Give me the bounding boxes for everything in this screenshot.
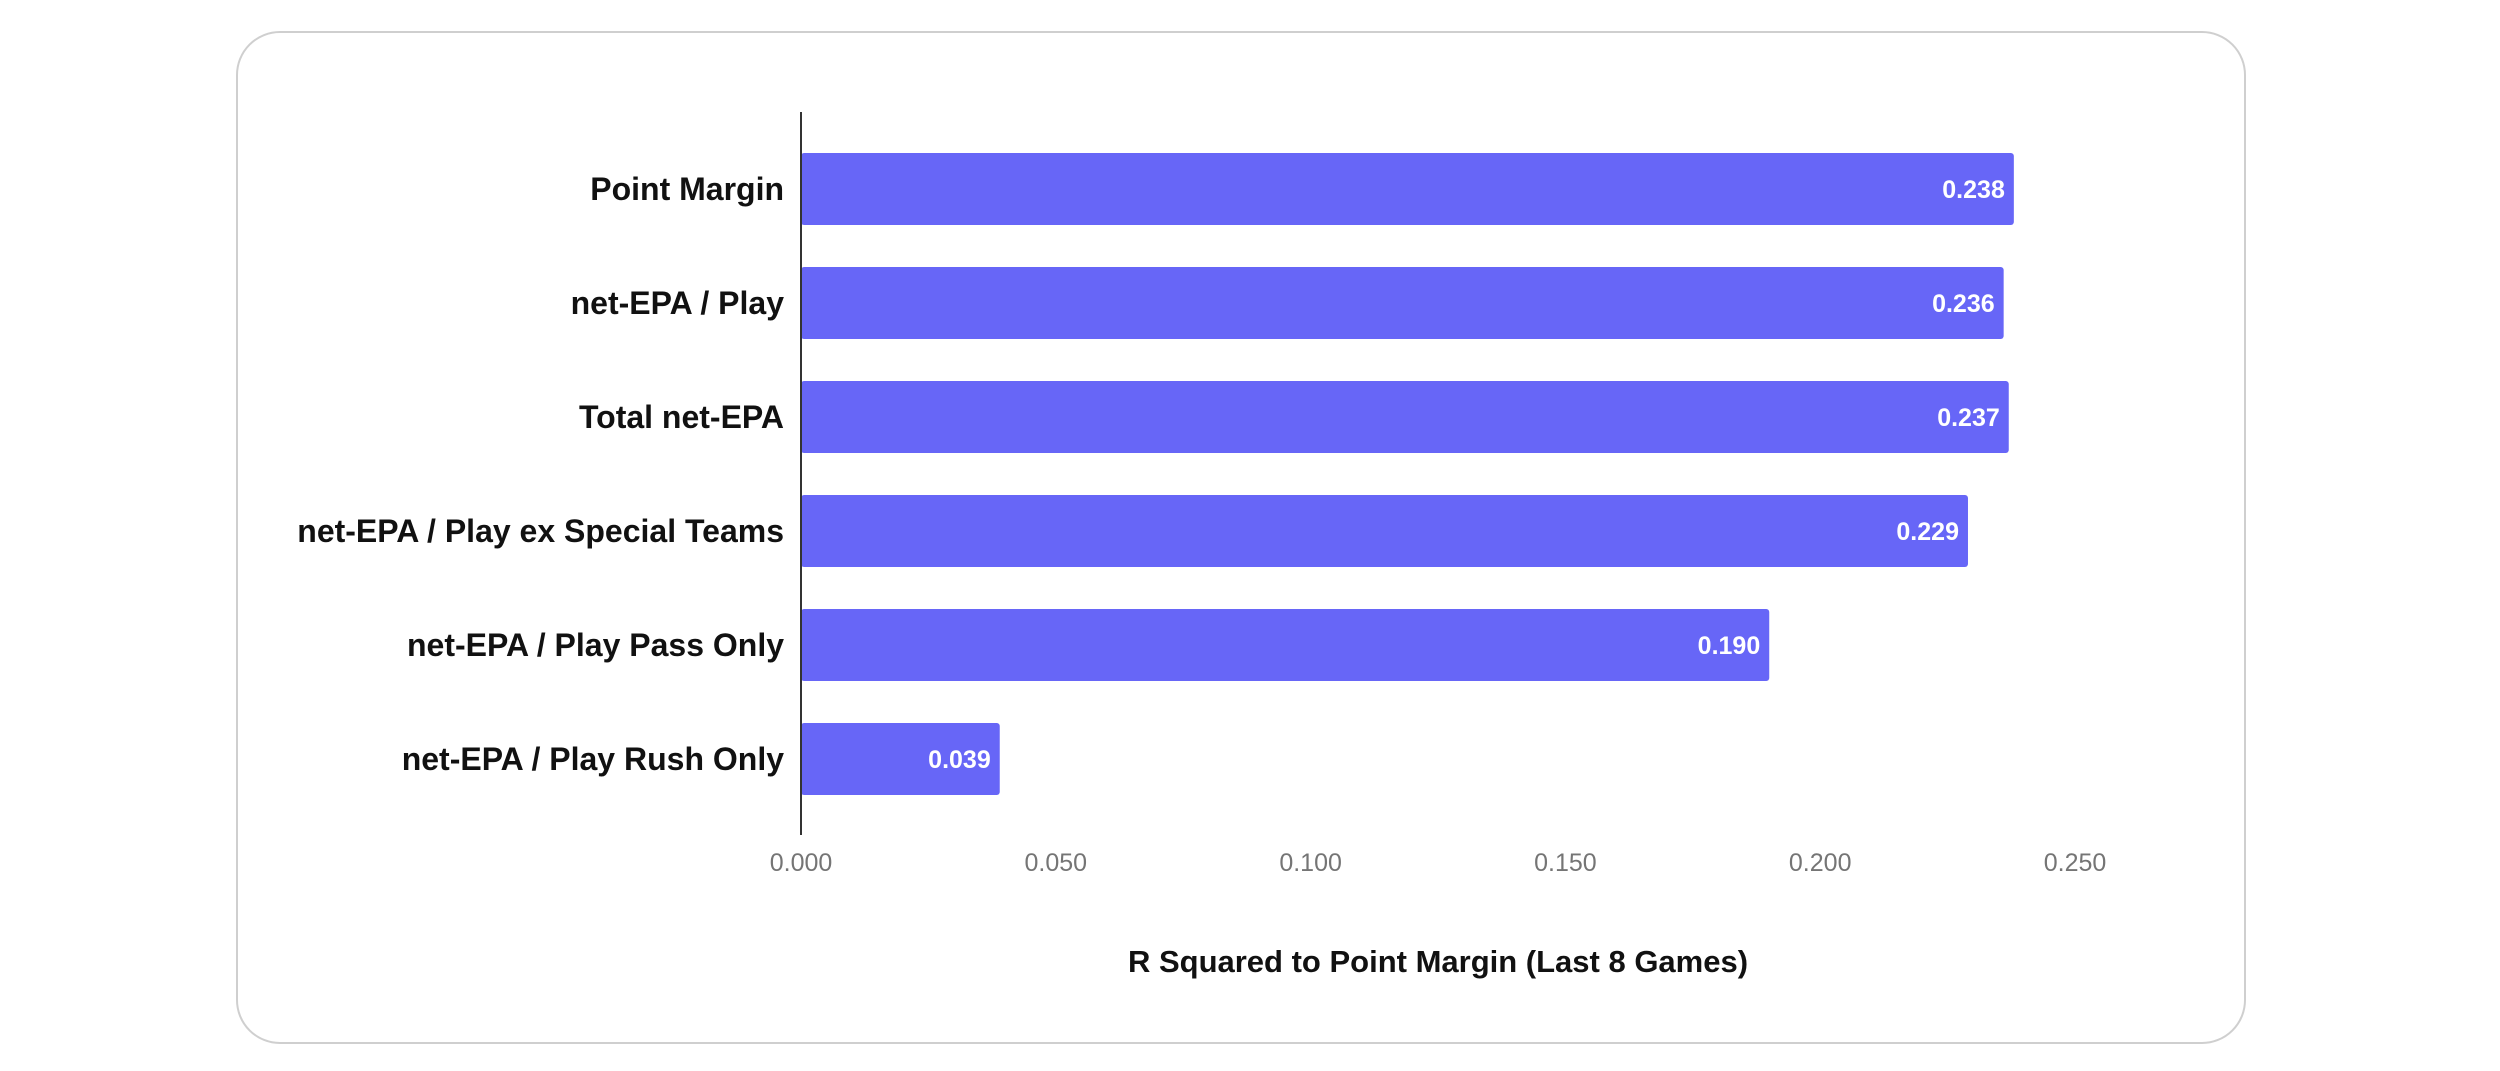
x-tick-label: 0.200: [1789, 849, 1852, 877]
bar: [801, 267, 2004, 339]
bar-data-label: 0.238: [1942, 176, 2005, 204]
x-tick-label: 0.050: [1025, 849, 1088, 877]
category-label: net-EPA / Play ex Special Teams: [297, 513, 784, 549]
bar-data-label: 0.190: [1698, 632, 1761, 660]
bar: [801, 153, 2014, 225]
bars-layer: 0.238 0.236 0.237 0.229 0.190 0.039: [801, 153, 2014, 795]
category-label: net-EPA / Play Pass Only: [407, 627, 784, 663]
bar-data-label: 0.039: [928, 746, 991, 774]
bar-data-label: 0.237: [1937, 404, 2000, 432]
bar-data-label: 0.236: [1932, 290, 1995, 318]
bar-data-label: 0.229: [1896, 518, 1959, 546]
x-tick-label: 0.000: [770, 849, 833, 877]
x-axis-title: R Squared to Point Margin (Last 8 Games): [1128, 944, 1748, 979]
x-tick-label: 0.100: [1279, 849, 1342, 877]
category-label: Point Margin: [590, 171, 784, 207]
x-tick-labels: 0.000 0.050 0.100 0.150 0.200 0.250: [770, 849, 2107, 877]
category-label: net-EPA / Play: [571, 285, 785, 321]
x-tick-label: 0.250: [2044, 849, 2107, 877]
bar: [801, 609, 1770, 681]
category-label: net-EPA / Play Rush Only: [402, 741, 785, 777]
bar: [801, 381, 2009, 453]
category-labels: Point Margin net-EPA / Play Total net-EPA n…: [297, 171, 784, 777]
bar: [801, 495, 1968, 567]
x-tick-label: 0.150: [1534, 849, 1597, 877]
category-label: Total net-EPA: [579, 399, 784, 435]
bar: [801, 723, 1000, 795]
